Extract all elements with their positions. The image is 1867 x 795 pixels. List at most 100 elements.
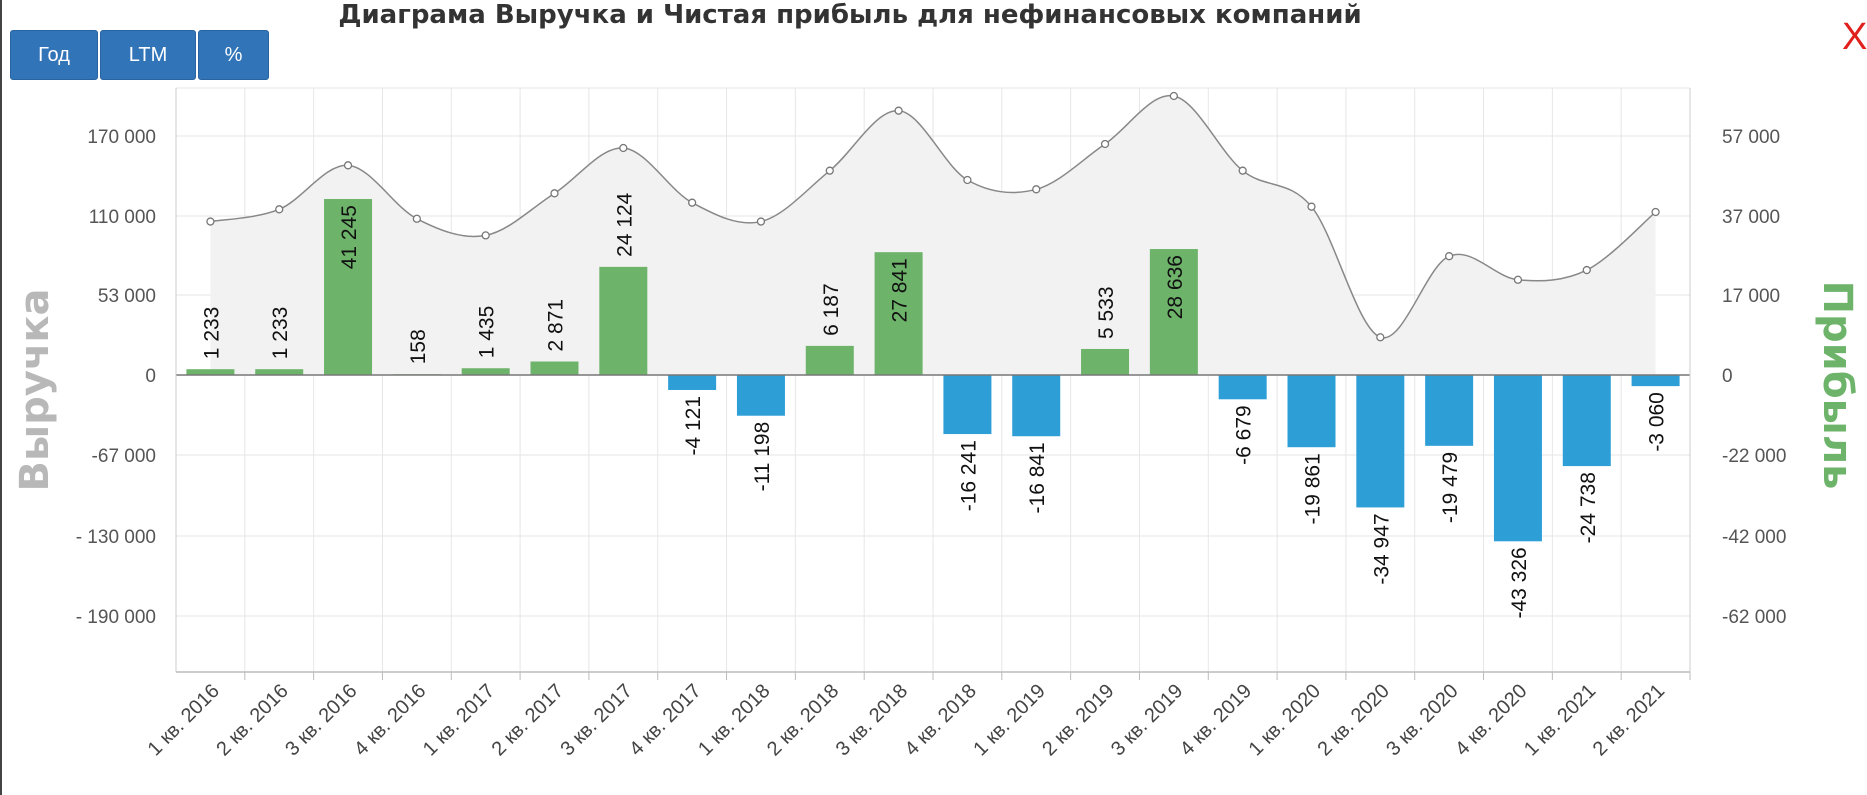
revenue-point[interactable] (1444, 252, 1454, 261)
bar-data-label: 27 841 (889, 258, 912, 322)
revenue-point[interactable] (619, 143, 628, 153)
bar-data-label: 2 871 (545, 299, 568, 352)
right-tick-label: -22 000 (1722, 446, 1786, 467)
revenue-point[interactable] (275, 205, 284, 214)
bar-data-label: -6 679 (1233, 405, 1256, 465)
category-label: 1 кв. 2021 (1520, 680, 1600, 760)
revenue-point[interactable] (1376, 333, 1385, 342)
right-tick-label: -62 000 (1722, 607, 1786, 628)
profit-bar[interactable] (530, 361, 579, 375)
revenue-line (210, 95, 1657, 339)
profit-bar[interactable] (1493, 375, 1542, 542)
revenue-point[interactable] (1100, 139, 1110, 149)
profit-bar[interactable] (1149, 249, 1198, 375)
category-label: 3 кв. 2017 (556, 680, 636, 760)
bar-data-label: 1 233 (200, 307, 223, 360)
left-tick-label: 170 000 (87, 127, 156, 148)
percent-button[interactable]: % (198, 30, 269, 80)
category-label: 4 кв. 2018 (901, 680, 981, 760)
left-tick-label: 0 (145, 366, 156, 387)
bar-data-label: -19 861 (1302, 453, 1325, 524)
revenue-point[interactable] (756, 217, 766, 226)
close-icon[interactable]: X (1842, 16, 1867, 58)
profit-bar[interactable] (461, 368, 510, 375)
revenue-point[interactable] (206, 217, 215, 226)
bar-data-label: 5 533 (1095, 286, 1118, 339)
revenue-point[interactable] (1169, 91, 1179, 101)
revenue-area-fill (210, 95, 1656, 375)
category-label: 3 кв. 2019 (1107, 680, 1187, 760)
revenue-point[interactable] (963, 175, 972, 185)
revenue-point[interactable] (1582, 265, 1591, 275)
profit-bar[interactable] (1012, 375, 1061, 437)
left-tick-label: - 130 000 (76, 527, 156, 548)
revenue-point[interactable] (1238, 166, 1247, 175)
left-tick-label: -67 000 (92, 446, 156, 467)
right-tick-label: 17 000 (1722, 286, 1780, 307)
revenue-point[interactable] (1513, 275, 1523, 284)
bar-data-label: -4 121 (682, 396, 705, 456)
revenue-point[interactable] (825, 166, 834, 175)
category-label: 2 кв. 2017 (488, 680, 568, 760)
bar-data-label: 158 (407, 329, 430, 364)
category-label: 4 кв. 2019 (1176, 680, 1256, 760)
right-tick-label: 57 000 (1722, 127, 1780, 148)
profit-bar[interactable] (874, 252, 923, 375)
revenue-point[interactable] (343, 161, 353, 170)
category-label: 4 кв. 2020 (1451, 680, 1531, 760)
profit-bar[interactable] (324, 199, 373, 375)
revenue-point[interactable] (481, 231, 490, 240)
profit-bar[interactable] (668, 375, 717, 390)
bar-data-label: 1 435 (476, 306, 499, 359)
right-tick-label: 37 000 (1722, 207, 1780, 228)
profit-bar[interactable] (255, 369, 304, 375)
profit-bar[interactable] (186, 369, 235, 375)
bar-data-label: 28 636 (1164, 255, 1187, 319)
bar-data-label: -16 841 (1026, 442, 1049, 513)
revenue-point[interactable] (412, 214, 422, 223)
bar-data-label: 24 124 (613, 192, 636, 257)
revenue-point[interactable] (550, 189, 559, 198)
category-label: 3 кв. 2020 (1382, 680, 1462, 760)
left-tick-label: - 190 000 (76, 607, 156, 628)
profit-bar[interactable] (1218, 375, 1267, 400)
profit-bar[interactable] (943, 375, 992, 435)
bar-data-label: -34 947 (1370, 513, 1393, 584)
category-label: 1 кв. 2017 (419, 680, 499, 760)
window-edge (0, 0, 2, 795)
bar-data-label: -3 060 (1646, 392, 1669, 452)
profit-bar[interactable] (599, 266, 648, 375)
bar-data-label: -11 198 (751, 422, 774, 492)
bar-data-label: -43 326 (1508, 547, 1531, 618)
profit-bar[interactable] (805, 345, 854, 375)
bar-data-label: -16 241 (957, 440, 980, 511)
profit-bar[interactable] (1425, 375, 1474, 446)
profit-bar[interactable] (1356, 375, 1405, 508)
category-label: 2 кв. 2019 (1038, 680, 1118, 760)
bar-data-label: 41 245 (338, 205, 361, 269)
profit-bar[interactable] (736, 375, 785, 416)
bar-data-label: -19 479 (1439, 452, 1462, 523)
revenue-point[interactable] (894, 106, 903, 115)
year-button[interactable]: Год (10, 30, 98, 80)
right-axis-title: Прибыль (1814, 281, 1860, 490)
category-label: 2 кв. 2018 (763, 680, 843, 760)
category-label: 4 кв. 2017 (625, 680, 705, 760)
category-label: 1 кв. 2020 (1245, 680, 1325, 760)
profit-bar[interactable] (1562, 375, 1611, 467)
profit-bar[interactable] (1287, 375, 1336, 448)
revenue-point[interactable] (687, 198, 697, 207)
left-tick-label: 53 000 (98, 286, 156, 307)
revenue-point[interactable] (1307, 202, 1316, 211)
category-label: 1 кв. 2018 (694, 680, 774, 760)
left-tick-label: 110 000 (89, 207, 156, 228)
right-tick-label: 0 (1722, 366, 1733, 387)
revenue-point[interactable] (1651, 207, 1660, 217)
profit-bar[interactable] (1631, 375, 1680, 387)
profit-bar[interactable] (1081, 348, 1130, 375)
bar-data-label: -24 738 (1577, 472, 1600, 543)
revenue-point[interactable] (1032, 185, 1041, 194)
profit-bar-series (186, 199, 1680, 542)
ltm-button[interactable]: LTM (100, 30, 196, 80)
